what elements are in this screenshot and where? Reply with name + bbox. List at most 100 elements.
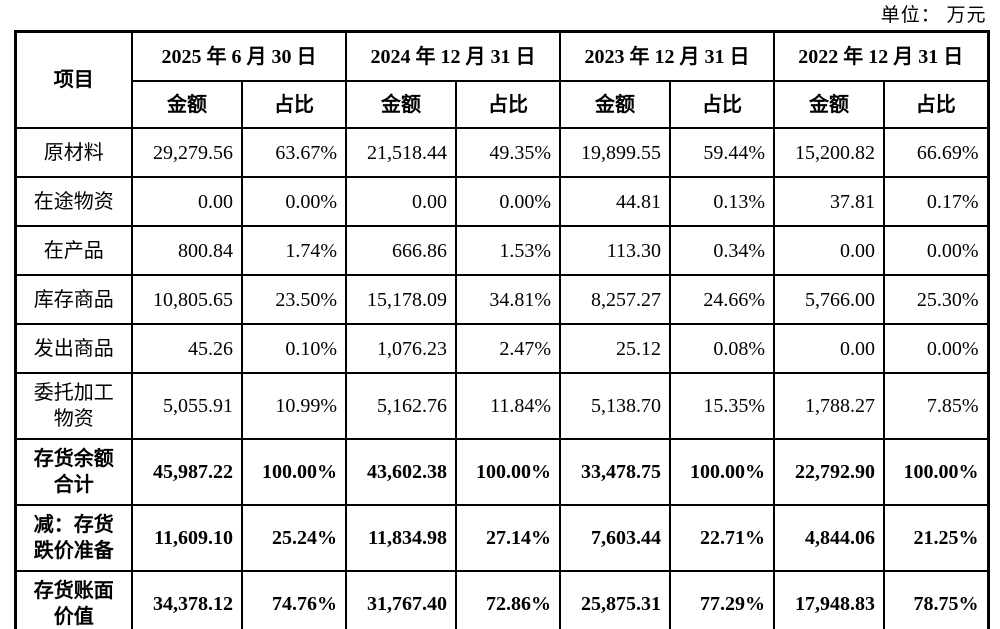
amount-cell: 45.26 bbox=[131, 323, 243, 374]
ratio-cell: 24.66% bbox=[669, 274, 775, 325]
table-row-work-in-progress: 在产品 800.84 1.74% 666.86 1.53% 113.30 0.3… bbox=[14, 225, 989, 276]
amount-cell: 15,178.09 bbox=[345, 274, 457, 325]
amount-cell: 43,602.38 bbox=[345, 438, 457, 506]
ratio-cell: 72.86% bbox=[455, 570, 561, 629]
amount-cell: 25,875.31 bbox=[559, 570, 671, 629]
amount-cell: 7,603.44 bbox=[559, 504, 671, 572]
ratio-cell: 10.99% bbox=[241, 372, 347, 440]
ratio-cell: 74.76% bbox=[241, 570, 347, 629]
ratio-cell: 27.14% bbox=[455, 504, 561, 572]
header-date-2022: 2022 年 12 月 31 日 bbox=[773, 30, 989, 82]
amount-cell: 34,378.12 bbox=[131, 570, 243, 629]
row-label: 委托加工 物资 bbox=[14, 372, 133, 440]
ratio-cell: 49.35% bbox=[455, 127, 561, 178]
row-label: 在产品 bbox=[14, 225, 133, 276]
ratio-cell: 0.34% bbox=[669, 225, 775, 276]
amount-cell: 22,792.90 bbox=[773, 438, 885, 506]
amount-cell: 25.12 bbox=[559, 323, 671, 374]
table-row-goods-shipped: 发出商品 45.26 0.10% 1,076.23 2.47% 25.12 0.… bbox=[14, 323, 989, 374]
ratio-cell: 0.10% bbox=[241, 323, 347, 374]
header-item: 项目 bbox=[14, 30, 133, 129]
amount-cell: 800.84 bbox=[131, 225, 243, 276]
ratio-cell: 15.35% bbox=[669, 372, 775, 440]
amount-cell: 5,162.76 bbox=[345, 372, 457, 440]
ratio-cell: 100.00% bbox=[883, 438, 989, 506]
ratio-cell: 63.67% bbox=[241, 127, 347, 178]
ratio-cell: 25.24% bbox=[241, 504, 347, 572]
header-amount-2022: 金额 bbox=[773, 80, 885, 129]
row-label: 在途物资 bbox=[14, 176, 133, 227]
ratio-cell: 0.00% bbox=[455, 176, 561, 227]
ratio-cell: 100.00% bbox=[455, 438, 561, 506]
header-ratio-2024: 占比 bbox=[455, 80, 561, 129]
row-label: 减：存货 跌价准备 bbox=[14, 504, 133, 572]
ratio-cell: 78.75% bbox=[883, 570, 989, 629]
ratio-cell: 0.13% bbox=[669, 176, 775, 227]
header-date-2025: 2025 年 6 月 30 日 bbox=[131, 30, 347, 82]
header-ratio-2022: 占比 bbox=[883, 80, 989, 129]
header-amount-2025: 金额 bbox=[131, 80, 243, 129]
ratio-cell: 1.53% bbox=[455, 225, 561, 276]
row-label: 发出商品 bbox=[14, 323, 133, 374]
table-row-raw-materials: 原材料 29,279.56 63.67% 21,518.44 49.35% 19… bbox=[14, 127, 989, 178]
header-date-row: 项目 2025 年 6 月 30 日 2024 年 12 月 31 日 2023… bbox=[14, 30, 989, 129]
table-row-consigned-materials: 委托加工 物资 5,055.91 10.99% 5,162.76 11.84% … bbox=[14, 372, 989, 440]
unit-label: 单位： 万元 bbox=[880, 5, 987, 26]
amount-cell: 1,076.23 bbox=[345, 323, 457, 374]
amount-cell: 0.00 bbox=[131, 176, 243, 227]
amount-cell: 8,257.27 bbox=[559, 274, 671, 325]
table-row-inventory-book-value: 存货账面 价值 34,378.12 74.76% 31,767.40 72.86… bbox=[14, 570, 989, 629]
amount-cell: 19,899.55 bbox=[559, 127, 671, 178]
header-amount-2023: 金额 bbox=[559, 80, 671, 129]
row-label: 库存商品 bbox=[14, 274, 133, 325]
amount-cell: 1,788.27 bbox=[773, 372, 885, 440]
ratio-cell: 0.08% bbox=[669, 323, 775, 374]
amount-cell: 5,055.91 bbox=[131, 372, 243, 440]
ratio-cell: 25.30% bbox=[883, 274, 989, 325]
ratio-cell: 100.00% bbox=[669, 438, 775, 506]
header-ratio-2023: 占比 bbox=[669, 80, 775, 129]
amount-cell: 21,518.44 bbox=[345, 127, 457, 178]
ratio-cell: 11.84% bbox=[455, 372, 561, 440]
amount-cell: 33,478.75 bbox=[559, 438, 671, 506]
amount-cell: 17,948.83 bbox=[773, 570, 885, 629]
document-page: 单位： 万元 项目 2025 年 6 月 30 日 2024 年 12 月 31… bbox=[13, 0, 990, 629]
amount-cell: 29,279.56 bbox=[131, 127, 243, 178]
amount-cell: 113.30 bbox=[559, 225, 671, 276]
amount-cell: 0.00 bbox=[773, 225, 885, 276]
amount-cell: 10,805.65 bbox=[131, 274, 243, 325]
ratio-cell: 66.69% bbox=[883, 127, 989, 178]
header-ratio-2025: 占比 bbox=[241, 80, 347, 129]
amount-cell: 44.81 bbox=[559, 176, 671, 227]
header-date-2023: 2023 年 12 月 31 日 bbox=[559, 30, 775, 82]
ratio-cell: 23.50% bbox=[241, 274, 347, 325]
header-amount-2024: 金额 bbox=[345, 80, 457, 129]
ratio-cell: 34.81% bbox=[455, 274, 561, 325]
row-label: 存货余额 合计 bbox=[14, 438, 133, 506]
ratio-cell: 21.25% bbox=[883, 504, 989, 572]
ratio-cell: 1.74% bbox=[241, 225, 347, 276]
ratio-cell: 7.85% bbox=[883, 372, 989, 440]
row-label: 原材料 bbox=[14, 127, 133, 178]
ratio-cell: 77.29% bbox=[669, 570, 775, 629]
ratio-cell: 0.00% bbox=[883, 225, 989, 276]
table-row-finished-goods: 库存商品 10,805.65 23.50% 15,178.09 34.81% 8… bbox=[14, 274, 989, 325]
amount-cell: 11,609.10 bbox=[131, 504, 243, 572]
amount-cell: 45,987.22 bbox=[131, 438, 243, 506]
amount-cell: 0.00 bbox=[773, 323, 885, 374]
ratio-cell: 59.44% bbox=[669, 127, 775, 178]
amount-cell: 4,844.06 bbox=[773, 504, 885, 572]
amount-cell: 31,767.40 bbox=[345, 570, 457, 629]
header-sub-row: 金额 占比 金额 占比 金额 占比 金额 占比 bbox=[15, 80, 989, 129]
ratio-cell: 22.71% bbox=[669, 504, 775, 572]
ratio-cell: 0.17% bbox=[883, 176, 989, 227]
ratio-cell: 2.47% bbox=[455, 323, 561, 374]
ratio-cell: 100.00% bbox=[241, 438, 347, 506]
amount-cell: 5,766.00 bbox=[773, 274, 885, 325]
table-row-inventory-balance-total: 存货余额 合计 45,987.22 100.00% 43,602.38 100.… bbox=[14, 438, 989, 506]
amount-cell: 5,138.70 bbox=[559, 372, 671, 440]
amount-cell: 37.81 bbox=[773, 176, 885, 227]
amount-cell: 666.86 bbox=[345, 225, 457, 276]
amount-cell: 15,200.82 bbox=[773, 127, 885, 178]
header-date-2024: 2024 年 12 月 31 日 bbox=[345, 30, 561, 82]
